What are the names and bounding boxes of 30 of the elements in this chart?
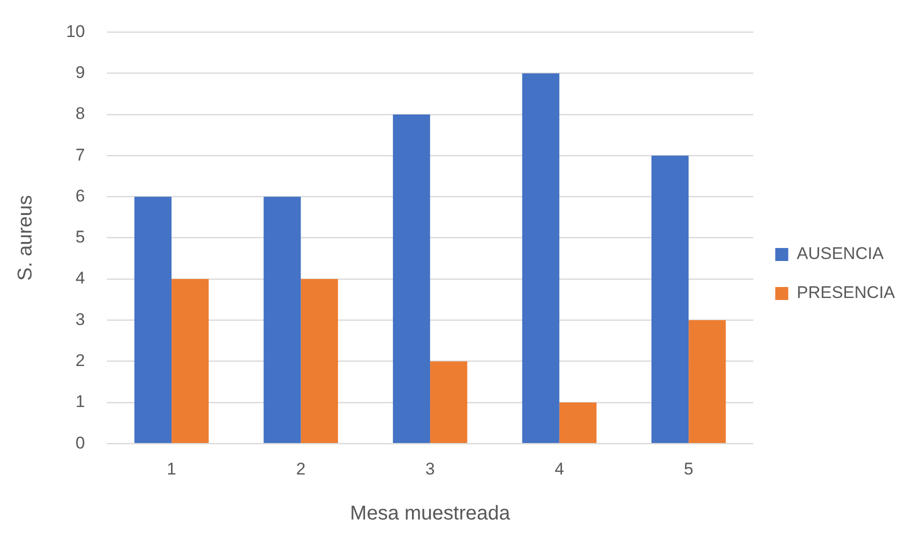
y-tick-label: 1 (75, 392, 85, 412)
y-tick-label: 3 (75, 310, 85, 329)
legend-label: PRESENCIA (796, 283, 896, 302)
bar (688, 320, 726, 443)
y-tick-label: 10 (66, 22, 85, 41)
y-tick-label: 6 (75, 186, 85, 206)
bar (264, 196, 301, 443)
y-tick-label: 8 (75, 104, 85, 124)
x-tick-label: 5 (684, 459, 694, 478)
y-tick-label: 5 (75, 228, 85, 247)
y-tick-label: 0 (75, 433, 85, 452)
y-axis-title: S. aureus (14, 195, 37, 281)
x-tick-label: 1 (166, 459, 176, 478)
bar (300, 279, 338, 443)
bar (430, 361, 468, 443)
x-tick-label: 4 (554, 459, 564, 478)
y-tick-label: 9 (75, 63, 85, 82)
y-tick-label: 7 (75, 145, 85, 164)
y-tick-label: 4 (75, 268, 85, 288)
bar (651, 156, 689, 443)
bar (522, 73, 560, 443)
legend-label: AUSENCIA (796, 244, 884, 264)
bar (392, 114, 430, 443)
x-tick-label: 3 (425, 459, 435, 478)
x-tick-label: 2 (296, 459, 306, 478)
bar (172, 279, 209, 443)
bar (559, 402, 597, 443)
y-tick-label: 2 (75, 351, 85, 370)
bar (134, 196, 172, 443)
x-axis-title: Mesa muestreada (350, 502, 511, 525)
